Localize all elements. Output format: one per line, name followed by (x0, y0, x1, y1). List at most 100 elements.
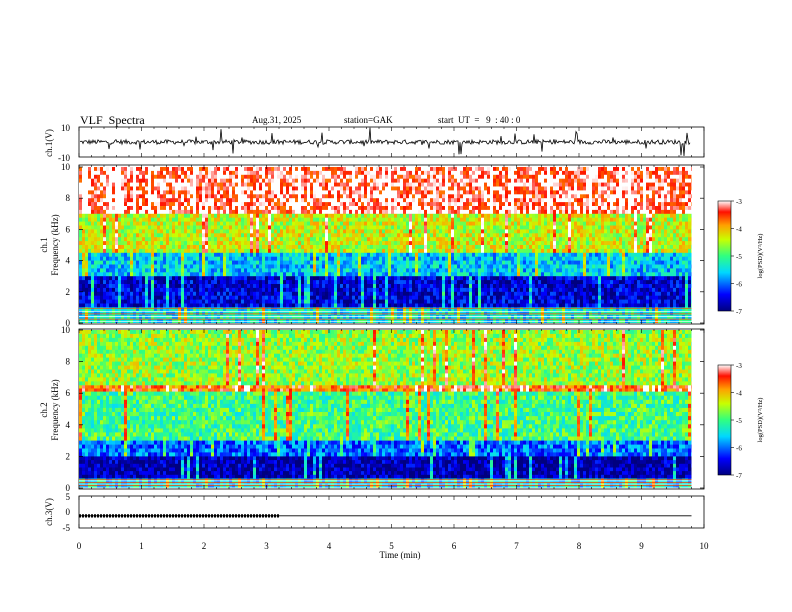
spectrogram-cell (133, 237, 136, 242)
spectrogram-cell (313, 225, 316, 230)
spectrogram-cell (79, 264, 82, 269)
spectrogram-cell (394, 217, 397, 223)
spectrogram-cell (241, 190, 244, 195)
spectrogram-cell (403, 182, 406, 187)
spectrogram-cell (361, 202, 364, 207)
spectrogram-cell (412, 178, 415, 184)
spectrogram-cell (454, 237, 457, 242)
spectrogram-cell (454, 217, 457, 223)
spectrogram-cell (340, 167, 343, 172)
spectrogram-cell (445, 217, 448, 223)
spectrogram-cell (667, 170, 670, 176)
spectrogram-cell (217, 178, 220, 184)
spectrogram-cell (688, 217, 691, 223)
spectrogram-cell (667, 248, 670, 254)
spectrogram-cell (160, 221, 163, 226)
spectrogram-cell (499, 241, 502, 246)
spectrogram-cell (334, 229, 337, 234)
spectrogram-cell (625, 229, 628, 234)
spectrogram-cell (343, 186, 346, 191)
spectrogram-cell (592, 178, 595, 184)
spectrogram-cell (403, 202, 406, 207)
spectrogram-cell (556, 241, 559, 246)
spectrogram-cell (430, 241, 433, 246)
spectrogram-cell (622, 237, 625, 242)
spectrogram-cell (157, 182, 160, 187)
spectrogram-cell (487, 178, 490, 184)
spectrogram-cell (589, 233, 592, 238)
spectrogram-cell (496, 198, 499, 203)
spectrogram-cell (595, 182, 598, 187)
spectrogram-cell (595, 206, 598, 211)
spectrogram-cell (430, 213, 433, 219)
spectrogram-cell (208, 174, 211, 180)
spectrogram-cell (337, 178, 340, 184)
spectrogram-cell (427, 174, 430, 180)
spectrogram-cell (316, 217, 319, 223)
spectrogram-cell (217, 237, 220, 242)
spectrogram-cell (187, 217, 190, 223)
spectrogram-cell (178, 174, 181, 180)
spectrogram-cell (484, 194, 487, 199)
spectrogram-cell (328, 170, 331, 176)
spectrogram-cell (115, 209, 118, 215)
spectrogram-cell (280, 248, 283, 254)
spectrogram-cell (121, 252, 124, 258)
spectrogram-cell (355, 237, 358, 242)
spectrogram-cell (667, 213, 670, 219)
spectrogram-cell (187, 178, 190, 184)
spectrogram-cell (454, 248, 457, 254)
spectrogram-cell (637, 241, 640, 246)
spectrogram-cell (148, 209, 151, 215)
spectrogram-cell (535, 182, 538, 187)
spectrogram-cell (118, 174, 121, 180)
spectrogram-cell (682, 190, 685, 195)
spectrogram-cell (202, 190, 205, 195)
spectrogram-cell (211, 245, 214, 250)
spectrogram-cell (367, 209, 370, 215)
spectrogram-cell (505, 225, 508, 230)
spectrogram-cell (343, 198, 346, 203)
spectrogram-cell (121, 264, 124, 269)
spectrogram-cell (568, 190, 571, 195)
spectrogram-cell (292, 167, 295, 172)
spectrogram-cell (262, 272, 265, 277)
spectrogram-cell (247, 233, 250, 238)
spectrogram-cell (397, 190, 400, 195)
spectrogram-cell (91, 194, 94, 199)
spectrogram-cell (283, 233, 286, 238)
spectrogram-cell (403, 186, 406, 191)
spectrogram-cell (625, 213, 628, 219)
spectrogram-cell (265, 245, 268, 250)
spectrogram-cell (574, 174, 577, 180)
spectrogram-cell (451, 229, 454, 234)
spectrogram-cell (247, 209, 250, 215)
spectrogram-cell (304, 202, 307, 207)
spectrogram-cell (262, 245, 265, 250)
spectrogram-cell (241, 170, 244, 176)
spectrogram-cell (595, 241, 598, 246)
spectrogram-cell (172, 272, 175, 277)
spectrogram-cell (475, 182, 478, 187)
spectrogram-cell (463, 225, 466, 230)
spectrogram-cell (685, 209, 688, 215)
spectrogram-cell (151, 248, 154, 254)
spectrogram-cell (466, 213, 469, 219)
spectrogram-cell (559, 170, 562, 176)
spectrogram-cell (493, 221, 496, 226)
spectrogram-cell (526, 170, 529, 176)
spectrogram-cell (418, 213, 421, 219)
spectrogram-cell (538, 178, 541, 184)
spectrogram-cell (631, 209, 634, 215)
spectrogram-cell (199, 221, 202, 226)
spectrogram-cell (574, 182, 577, 187)
spectrogram-cell (157, 217, 160, 223)
spectrogram-cell (454, 170, 457, 176)
spectrogram-cell (382, 167, 385, 172)
spectrogram-cell (664, 225, 667, 230)
spectrogram-cell (496, 206, 499, 211)
spectrogram-cell (571, 174, 574, 180)
spectrogram-cell (346, 233, 349, 238)
spectrogram-cell (628, 221, 631, 226)
spectrogram-cell (613, 233, 616, 238)
